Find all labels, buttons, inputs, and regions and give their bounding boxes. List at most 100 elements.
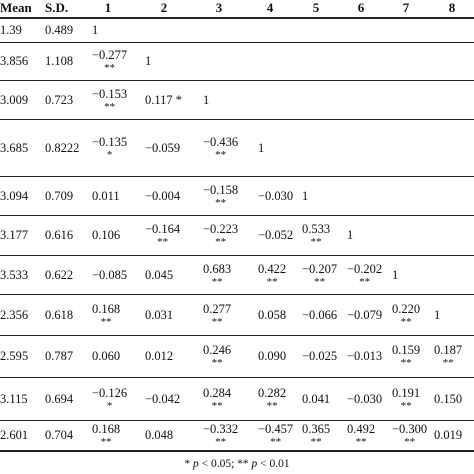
correlation-value: −0.277 [92,48,128,62]
table-cell: −0.135 * [92,135,127,161]
significance-marker: ** [314,275,326,288]
table-cell: 0.060 [92,349,121,363]
significance-marker: ** [310,236,322,248]
significance-marker: ** [215,236,227,248]
table-cell: 0.159 ** [392,343,420,369]
table-cell: 0.048 [145,428,174,442]
table-cell: −0.202 ** [347,262,382,288]
table-cell: 0.683 ** [203,262,231,288]
significance-marker: ** [100,436,112,448]
table-cell: 2.595 [0,349,29,363]
significance-marker: ** [266,275,278,288]
table-cell: −0.042 [145,391,181,406]
table-cell: 0.704 [45,428,74,442]
table-cell: 1 [392,267,399,282]
correlation-value: 0.168 [92,301,121,316]
correlation-value: 0.492 [347,422,376,436]
table-cell: 0.616 [45,228,74,242]
table-cell: 3.856 [0,54,29,68]
table-cell: 3.009 [0,92,29,107]
table-cell: 0.8222 [45,140,80,155]
correlation-value: −0.158 [203,182,239,197]
column-header: 5 [312,0,320,15]
table-cell: 1 [145,54,152,68]
column-header: 2 [160,0,168,15]
table-cell: 0.012 [145,349,174,363]
table-cell: −0.153 ** [92,87,127,113]
table-cell: 0.365 ** [302,422,330,448]
column-header: Mean [0,0,32,15]
significance-marker: ** [215,196,227,209]
table-rule [0,335,474,336]
table-cell: −0.332 ** [203,422,238,448]
table-cell: 0.284 ** [203,386,231,412]
footnote-text: * p < 0.05; ** p < 0.01 [184,458,290,470]
correlation-value: −0.207 [302,261,338,276]
table-cell: 0.422 ** [258,262,286,288]
table-cell: 0.787 [45,349,74,363]
significance-marker: ** [211,399,223,412]
table-cell: −0.013 [347,349,383,363]
significance-marker: ** [270,436,282,448]
table-cell: 1.39 [0,22,22,37]
correlation-value: 0.187 [434,343,463,357]
table-cell: −0.223 ** [203,222,238,248]
table-rule [0,119,474,120]
table-cell: −0.085 [92,267,128,282]
table-rule [0,176,474,177]
table-cell: −0.457 ** [258,422,293,448]
correlation-value: 0.168 [92,422,121,436]
significance-marker: ** [104,100,116,113]
table-cell: 2.356 [0,307,29,322]
table-cell: 1.108 [45,54,74,68]
correlation-value: −0.436 [203,134,239,149]
table-cell: 0.277 ** [203,302,231,328]
table-cell: 0.709 [45,188,74,203]
table-cell: −0.030 [347,391,383,406]
table-cell: 0.150 [434,391,463,406]
table-cell: −0.079 [347,307,383,322]
table-cell: 3.685 [0,140,29,155]
correlation-value: 0.282 [258,385,287,400]
significance-marker: * [106,148,113,161]
column-header: 1 [104,0,112,15]
correlation-value: 0.284 [203,385,232,400]
table-rule [0,294,474,295]
correlation-value: 0.683 [203,261,232,276]
table-cell: −0.025 [302,349,338,363]
significance-marker: ** [211,275,223,288]
correlation-value: 0.220 [392,301,421,316]
significance-marker: ** [157,236,169,248]
correlation-value: 0.365 [302,422,331,436]
correlation-value: −0.153 [92,86,128,101]
table-cell: 0.492 ** [347,422,375,448]
table-cell: 0.168 ** [92,422,120,448]
table-rule [0,255,474,256]
significance-marker: * [106,399,113,412]
table-cell: 0.282 ** [258,386,286,412]
table-cell: 0.246 ** [203,343,231,369]
table-cell: 0.058 [258,307,287,322]
table-cell: −0.277 ** [92,48,127,74]
table-footnote: * p < 0.05; ** p < 0.01 [0,458,474,470]
table-cell: 0.618 [45,307,74,322]
significance-marker: ** [211,315,223,328]
correlation-value: 0.422 [258,261,287,276]
correlation-value: −0.135 [92,134,128,149]
table-cell: 0.090 [258,349,287,363]
significance-marker: ** [310,436,322,448]
correlation-value: −0.223 [203,222,239,236]
correlation-value: 0.246 [203,343,232,357]
table-cell: 0.117 * [145,92,183,107]
significance-marker: ** [442,357,454,369]
significance-marker: ** [215,148,227,161]
correlation-value: −0.202 [347,261,383,276]
table-cell: 0.694 [45,391,74,406]
table-cell: 3.533 [0,267,29,282]
correlation-value: −0.126 [92,385,128,400]
column-header: 3 [215,0,223,15]
table-cell: 3.177 [0,228,29,242]
table-cell: −0.164 ** [145,222,180,248]
significance-marker: ** [404,436,416,448]
table-cell: 1 [203,92,210,107]
